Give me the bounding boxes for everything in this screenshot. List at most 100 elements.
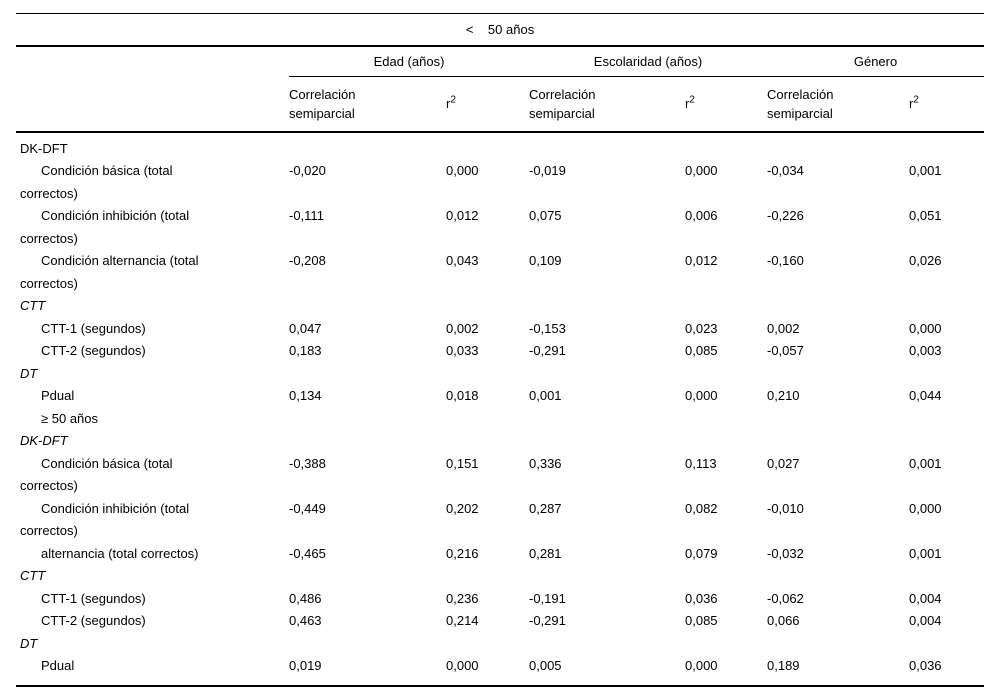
table-row: Condición inhibición (total correctos) -0… [16,205,984,250]
statistics-table: < 50 años Edad (años) Escolaridad (años)… [16,13,985,687]
cell-value: 0,000 [909,500,942,516]
section-row: CTT [16,565,984,588]
cell-value: -0,019 [529,163,566,178]
section-row: DK-DFT [16,430,984,453]
table-row: alternancia (total correctos) -0,465 0,216… [16,543,984,566]
table-row: CTT-2 (segundos) 0,463 0,214 -0,291 0,085 0,0… [16,610,984,633]
cell-value [529,565,685,588]
cell-value: 0,113 [685,455,717,471]
row-label: DK-DFT [20,433,68,448]
cell-value [289,132,446,161]
cell-value [446,132,529,161]
cell-value: 0,023 [685,320,718,336]
r2-sup: 2 [913,94,919,106]
cell-value: 0,336 [529,455,562,471]
cell-value [529,408,685,431]
row-label: CTT-1 (segundos) [41,590,146,606]
cell-value: 0,019 [289,655,446,687]
cell-value: -0,032 [767,545,804,561]
cell-value: -0,057 [767,343,804,358]
cell-value [446,430,529,453]
cell-value: 0,001 [909,545,942,561]
section-row: DT [16,633,984,656]
table-row: Condición alternancia (total correctos) -… [16,250,984,295]
cell-value: 0,004 [909,590,942,606]
cell-value [289,430,446,453]
cell-value: 0,000 [685,388,718,403]
cell-value: -0,191 [529,590,566,606]
cell-value: -0,291 [529,343,566,358]
cell-value: -0,010 [767,500,804,516]
cell-value: 0,006 [685,208,718,223]
cell-value: 0,036 [685,590,718,606]
cell-value: -0,020 [289,163,326,178]
row-label: Condición inhibición (total correctos) [20,208,190,246]
cell-value: 0,066 [767,613,800,628]
row-label: Condición alternancia (total correctos) [20,253,199,291]
cell-value: 0,000 [446,655,529,687]
cell-value [289,565,446,588]
cell-value: 0,281 [529,545,562,561]
cell-value: -0,208 [289,253,326,268]
r2-base: r [909,96,914,112]
cell-value: 0,033 [446,343,479,358]
cell-value: 0,079 [685,545,718,561]
cell-value: 0,005 [529,655,685,687]
cell-value: 0,012 [685,253,718,268]
row-label: CTT-2 (segundos) [41,613,146,628]
row-label: Pdual [16,655,289,687]
cell-value: 0,000 [909,320,942,336]
cell-value: -0,465 [289,545,326,561]
cell-value: 0,043 [446,253,479,268]
r2-header: r2 [909,76,985,133]
cell-value [446,363,529,386]
row-label: DT [20,365,38,381]
corr-header: Correlación semiparcial [529,76,685,133]
row-label: Condición inhibición (total correctos) [20,500,190,539]
cell-value [767,132,909,161]
cell-value: 0,214 [446,613,479,628]
r2-sup: 2 [450,94,456,106]
cell-value [529,430,685,453]
row-label: alternancia (total correctos) [41,545,199,561]
cell-value: 0,189 [767,655,909,687]
cell-value: 0,001 [909,163,942,178]
cell-value: 0,051 [909,208,942,223]
cell-value: -0,226 [767,208,804,223]
cell-value [909,295,984,318]
cell-value: -0,111 [289,208,324,223]
table-body: DK-DFT Condición básica (total correctos)… [16,132,985,687]
cell-value [767,633,909,656]
cell-value [529,633,685,656]
table-row: Condición básica (total correctos) -0,020… [16,160,984,205]
table-row: Pdual 0,019 0,000 0,005 0,000 0,189 0,036 [16,655,985,687]
statistics-table-container: < 50 años Edad (años) Escolaridad (años)… [16,13,985,687]
cell-value: 0,109 [529,253,562,268]
cell-value: 0,287 [529,500,562,516]
cell-value: 0,486 [289,590,322,606]
table-row: CTT-1 (segundos) 0,047 0,002 -0,153 0,023 0,0… [16,318,984,341]
group-header-edad: Edad (años) [289,45,529,77]
cell-value: -0,449 [289,500,326,516]
subheader-row: Correlación semiparcial r2 Correlación s… [16,76,985,133]
cell-value: 0,003 [909,343,942,358]
cell-value: 0,075 [529,208,562,223]
cell-value: 0,236 [446,590,479,606]
table-row: Condición básica (total correctos) -0,388… [16,453,984,498]
r2-header: r2 [685,76,767,133]
table-row: CTT-1 (segundos) 0,486 0,236 -0,191 0,036 -0,… [16,588,984,611]
row-label: Condición básica (total correctos) [20,455,173,494]
cell-value [685,132,767,161]
table-row: Condición inhibición (total correctos) -0… [16,498,984,543]
corr-header: Correlación semiparcial [767,76,909,133]
cell-value: -0,291 [529,613,566,628]
r2-base: r [446,96,451,112]
cell-value [685,363,767,386]
cell-value: 0,047 [289,320,322,336]
r2-sup: 2 [689,94,695,106]
cell-value [446,295,529,318]
cell-value: -0,160 [767,253,804,268]
section-row: DK-DFT [16,132,984,161]
cell-value: 0,202 [446,500,479,516]
cell-value: -0,034 [767,163,804,178]
